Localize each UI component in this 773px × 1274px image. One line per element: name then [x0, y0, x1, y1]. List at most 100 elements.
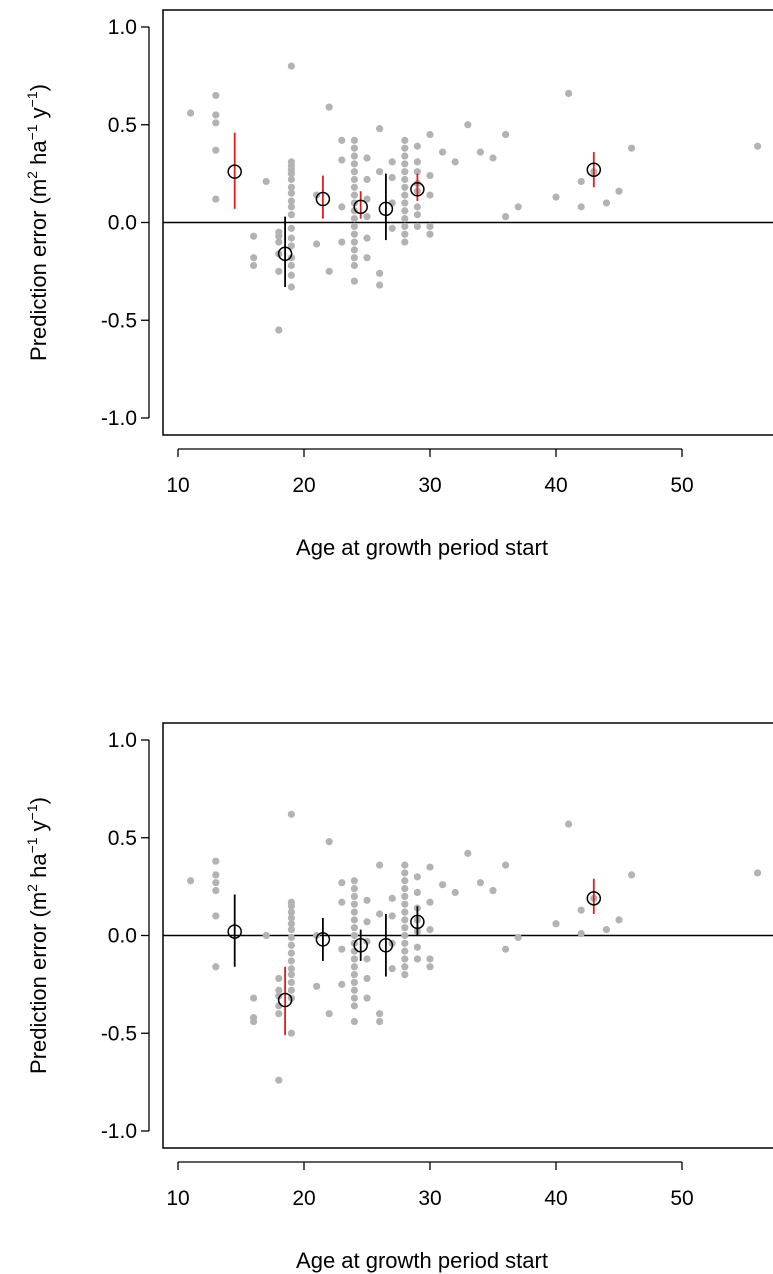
data-point — [401, 971, 409, 979]
data-point — [212, 912, 220, 920]
data-point — [287, 271, 295, 279]
data-point — [212, 857, 220, 865]
data-point — [376, 861, 384, 869]
data-point — [350, 986, 358, 994]
data-point — [212, 91, 220, 100]
data-point — [552, 193, 560, 201]
data-point — [212, 146, 220, 154]
data-point — [565, 89, 573, 98]
data-point — [325, 103, 333, 111]
data-point — [476, 148, 484, 156]
data-point — [350, 277, 358, 285]
data-point — [628, 871, 636, 879]
data-point — [401, 908, 409, 916]
data-point — [287, 941, 295, 949]
data-point — [413, 873, 421, 881]
data-point — [401, 939, 409, 947]
bin-mean-marker — [353, 938, 368, 953]
data-point — [363, 175, 371, 184]
y-tick-label: 1.0 — [108, 16, 137, 39]
data-point — [350, 160, 358, 168]
data-point — [577, 203, 585, 211]
data-point — [287, 1029, 295, 1037]
data-point — [401, 963, 409, 971]
bin-mean-marker — [378, 201, 394, 217]
data-point — [313, 982, 321, 990]
data-point — [313, 931, 321, 940]
data-point — [287, 242, 295, 250]
data-point — [426, 926, 434, 934]
data-point — [502, 130, 510, 139]
bin-mean-marker — [586, 162, 602, 177]
data-point — [363, 154, 371, 162]
data-point — [388, 894, 396, 902]
bin-mean-marker — [277, 992, 293, 1008]
data-point — [439, 148, 447, 156]
data-point — [401, 931, 409, 940]
data-point — [350, 261, 358, 270]
data-point — [602, 926, 611, 934]
data-point — [502, 861, 510, 869]
data-point — [313, 240, 321, 248]
x-tick-label: 30 — [418, 1187, 441, 1210]
data-point — [275, 974, 283, 983]
data-point — [350, 168, 358, 176]
y-tick-label: -1.0 — [101, 407, 137, 430]
data-point — [363, 234, 371, 242]
data-point — [287, 170, 295, 178]
data-point — [401, 136, 409, 144]
data-point — [287, 62, 295, 70]
data-point — [401, 152, 409, 160]
data-point — [275, 1076, 283, 1084]
data-point — [350, 152, 358, 160]
data-point — [287, 261, 295, 270]
data-point — [489, 886, 497, 895]
data-point — [464, 849, 472, 857]
data-point — [338, 879, 346, 887]
x-tick-label: 40 — [544, 1187, 567, 1210]
data-point — [275, 992, 283, 1000]
y-tick-label: 0.5 — [108, 827, 137, 850]
data-point — [350, 931, 358, 940]
data-point — [401, 884, 409, 893]
data-point — [287, 949, 295, 957]
data-point — [287, 283, 295, 291]
data-point — [350, 978, 358, 987]
data-point — [287, 197, 295, 205]
bin-mean-marker — [227, 924, 242, 939]
bin-mean-marker — [315, 932, 331, 947]
data-point — [413, 955, 421, 963]
data-point — [615, 916, 623, 924]
data-point — [376, 1017, 384, 1026]
data-point — [615, 187, 623, 195]
data-point — [401, 861, 409, 869]
data-point — [350, 254, 358, 262]
data-point — [287, 986, 295, 994]
data-point — [250, 232, 258, 240]
data-point — [338, 945, 346, 953]
data-point — [426, 963, 434, 971]
x-tick-label: 20 — [292, 1187, 315, 1210]
x-tick-label: 10 — [166, 1187, 189, 1210]
data-point — [552, 920, 560, 928]
bin-mean-marker — [586, 891, 602, 906]
data-point — [401, 168, 409, 176]
data-point — [464, 121, 472, 129]
data-point — [413, 211, 421, 219]
data-point — [350, 900, 358, 908]
data-point — [514, 933, 522, 942]
data-point — [325, 838, 333, 846]
data-point — [350, 199, 358, 207]
data-point — [401, 207, 409, 215]
data-point — [401, 238, 409, 246]
data-point — [287, 254, 295, 262]
data-point — [287, 933, 295, 942]
bin-mean-marker — [315, 191, 331, 207]
data-point — [325, 1010, 333, 1018]
data-point — [376, 125, 384, 133]
data-point — [401, 214, 409, 223]
data-point — [426, 898, 434, 906]
data-point — [350, 908, 358, 916]
data-point — [426, 130, 434, 139]
data-point — [363, 955, 371, 963]
